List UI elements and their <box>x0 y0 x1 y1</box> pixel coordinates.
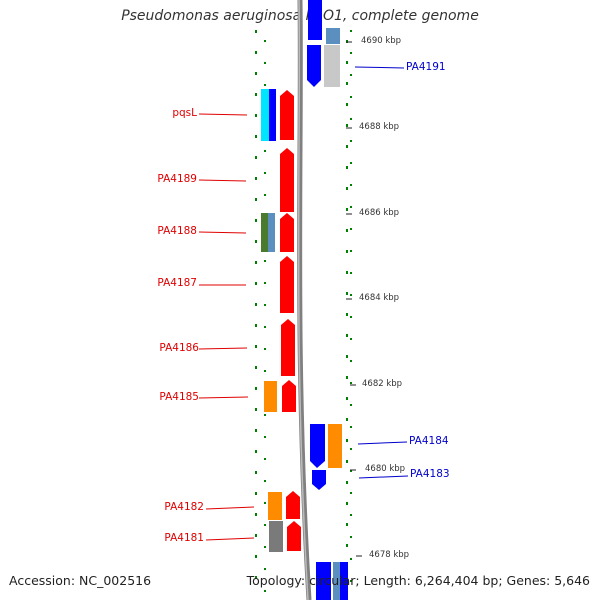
gene-label-PA4184[interactable]: PA4184 <box>409 435 449 447</box>
PA4184-orange-block <box>328 424 342 468</box>
gene-label-PA4185[interactable]: PA4185 <box>159 391 199 403</box>
gene-PA4191-arrow[interactable] <box>307 45 321 87</box>
ruler-label-4690: 4690 kbp <box>361 36 402 46</box>
ruler-label-4680: 4680 kbp <box>365 464 406 474</box>
pqsL-cyan-block <box>261 89 269 141</box>
gene-PA4182-arrow[interactable] <box>286 491 300 519</box>
right-tick-column <box>346 30 352 595</box>
gene-label-PA4187[interactable]: PA4187 <box>157 277 197 289</box>
ruler-label-4686: 4686 kbp <box>359 208 400 218</box>
PA4181-gray-block <box>269 521 283 552</box>
gene-label-pqsL[interactable]: pqsL <box>172 107 197 119</box>
left-leader-lines <box>198 113 255 541</box>
PA4191-gray-block <box>324 45 340 87</box>
bottom-blue-gene-2[interactable] <box>340 562 348 600</box>
right-leader-lines <box>354 66 409 479</box>
PA4185-orange-block <box>264 381 277 412</box>
gene-label-PA4181[interactable]: PA4181 <box>164 532 204 544</box>
genome-backbone <box>297 0 312 600</box>
gene-PA4181-arrow[interactable] <box>287 521 301 551</box>
gene-pqsL-arrow[interactable] <box>280 90 294 140</box>
topology-text: Topology: circular; Length: 6,264,404 bp… <box>246 573 590 588</box>
bottom-steel-block <box>333 562 340 600</box>
gene-label-PA4186[interactable]: PA4186 <box>159 342 199 354</box>
ruler-label-4684: 4684 kbp <box>359 293 400 303</box>
gene-PA4189-arrow[interactable] <box>280 148 294 212</box>
PA4188-steel-block <box>268 213 275 252</box>
bottom-blue-gene-1[interactable] <box>316 562 331 600</box>
gene-PA4183-arrow[interactable] <box>312 470 326 490</box>
gene-label-PA4189[interactable]: PA4189 <box>157 173 197 185</box>
ruler-label-4682: 4682 kbp <box>362 379 403 389</box>
gene-PA4185-arrow[interactable] <box>282 380 296 412</box>
ruler-label-4678: 4678 kbp <box>369 550 410 560</box>
pqsL-blue-block <box>269 89 276 141</box>
accession-text: Accession: NC_002516 <box>9 573 152 588</box>
gene-PA4187-arrow[interactable] <box>280 256 294 313</box>
PA4182-orange-block <box>268 492 282 520</box>
right-gene-track <box>307 0 348 600</box>
top-blue-gene[interactable] <box>308 0 322 40</box>
top-steel-block <box>326 28 340 44</box>
gene-label-PA4188[interactable]: PA4188 <box>157 225 197 237</box>
ruler-ticks <box>346 41 362 557</box>
left-tick-column <box>255 30 266 595</box>
left-gene-track <box>261 89 301 552</box>
PA4188-olive-block <box>261 213 268 252</box>
gene-PA4184-arrow[interactable] <box>310 424 325 468</box>
gene-PA4188-arrow[interactable] <box>280 213 294 252</box>
gene-label-PA4182[interactable]: PA4182 <box>164 501 204 513</box>
gene-label-PA4191[interactable]: PA4191 <box>406 61 446 73</box>
ruler-label-4688: 4688 kbp <box>359 122 400 132</box>
gene-PA4186-arrow[interactable] <box>281 319 295 376</box>
gene-label-PA4183[interactable]: PA4183 <box>410 468 450 480</box>
